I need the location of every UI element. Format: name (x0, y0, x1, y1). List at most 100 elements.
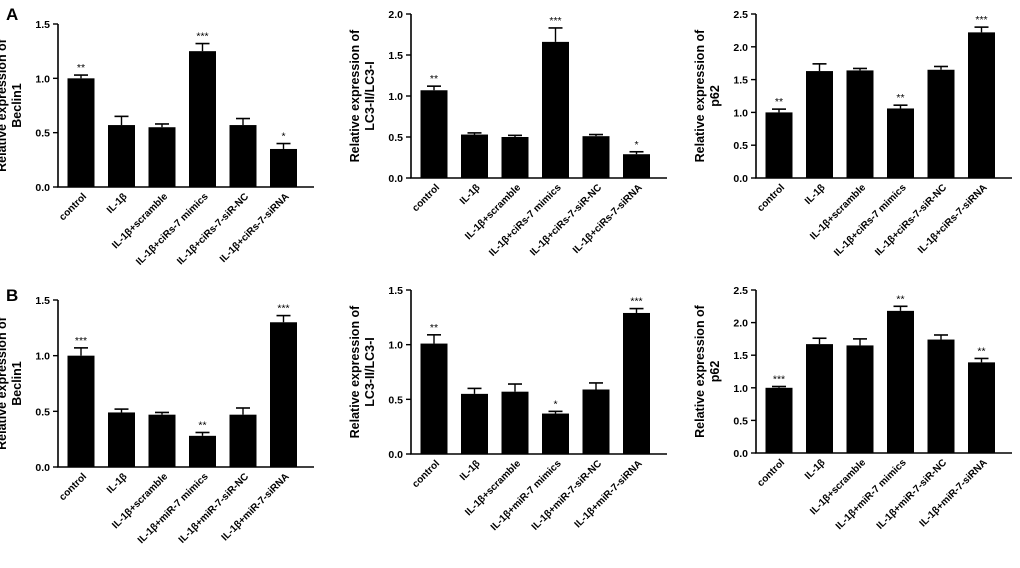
bar (67, 355, 95, 467)
category-label: control (755, 182, 787, 214)
significance-marker: ** (896, 293, 904, 305)
category-label: IL-1β+miR-7 mimics (489, 458, 564, 533)
y-axis-label-line: p62 (708, 85, 722, 107)
category-label: IL-1β (458, 182, 483, 207)
category-label: IL-1β (105, 191, 130, 216)
bar (189, 435, 216, 467)
significance-marker: ** (775, 96, 783, 108)
category-label: control (755, 457, 787, 489)
y-tick-label: 2.0 (388, 9, 403, 21)
significance-marker: ** (896, 92, 904, 104)
y-axis-label-line: Relative expression of (348, 305, 362, 439)
y-axis-label-line: Relative expression of (693, 29, 707, 163)
y-axis-label: Relative expression ofBeclin1 (0, 38, 24, 172)
category-label: IL-1β+ciRs-7-siRNA (571, 182, 645, 256)
bar (542, 41, 569, 178)
bar (887, 108, 914, 178)
bar (542, 413, 569, 454)
y-axis-label: Relative expression ofLC3-II/LC3-I (348, 29, 377, 163)
bar (420, 343, 448, 454)
bar (887, 310, 914, 453)
bar-chart: 0.0 0.5 1.0 1.5 2.0 Relative expression ofLC3… (348, 9, 667, 259)
significance-marker: *** (277, 303, 289, 315)
category-label: IL-1β+miR-7-siRNA (220, 471, 292, 543)
y-axis-label: Relative expression ofLC3-II/LC3-I (348, 305, 377, 439)
y-axis-label: Relative expression ofBeclin1 (0, 316, 24, 450)
y-axis-label-line: Relative expression of (0, 38, 9, 172)
significance-marker: ** (430, 73, 438, 85)
y-tick-label: 1.0 (733, 383, 748, 395)
category-label: IL-1β+miR-7 mimics (834, 457, 909, 532)
bar (189, 51, 216, 187)
category-label: IL-1β+ciRs-7-siR-NC (175, 191, 251, 267)
y-tick-label: 0.0 (733, 448, 748, 460)
significance-marker: *** (196, 31, 208, 43)
y-tick-label: 0.5 (35, 406, 50, 418)
significance-marker: *** (75, 335, 87, 347)
y-tick-label: 0.0 (388, 173, 403, 185)
category-label: control (57, 191, 89, 223)
bar (501, 137, 529, 178)
category-label: IL-1β+ciRs-7-siR-NC (528, 182, 604, 258)
y-axis-label-line: Relative expression of (0, 316, 9, 450)
y-tick-label: 1.0 (35, 73, 50, 85)
bar-chart: 0.0 0.5 1.0 1.5 Relative expression ofBeclin… (0, 19, 314, 268)
y-tick-label: 0.5 (388, 394, 403, 406)
bar (461, 393, 488, 454)
category-label: IL-1β+ciRs-7-siRNA (218, 191, 292, 265)
bar (623, 312, 650, 454)
y-tick-label: 1.5 (733, 350, 748, 362)
y-tick-label: 1.0 (388, 340, 403, 352)
bar (846, 345, 874, 453)
bar (806, 344, 833, 453)
category-label: IL-1β (803, 457, 828, 482)
significance-marker: ** (977, 345, 985, 357)
y-tick-label: 1.5 (388, 285, 403, 297)
category-label: IL-1β (458, 458, 483, 483)
significance-marker: ** (198, 419, 206, 431)
y-tick-label: 0.0 (388, 449, 403, 461)
bar (765, 112, 793, 178)
y-tick-label: 1.0 (388, 91, 403, 103)
bar (270, 148, 297, 187)
y-axis-label-line: p62 (708, 361, 722, 383)
significance-marker: ** (430, 322, 438, 334)
significance-marker: * (281, 131, 285, 143)
category-label: IL-1β+ciRs-7 mimics (832, 182, 909, 259)
bar (270, 322, 297, 467)
category-label: control (410, 458, 442, 490)
bar-chart: 0.0 0.5 1.0 1.5 Relative expression ofLC3-II… (348, 285, 667, 533)
bar (420, 90, 448, 178)
y-tick-label: 0.5 (35, 128, 50, 140)
y-axis-label-line: Relative expression of (693, 304, 707, 438)
significance-marker: *** (975, 14, 987, 26)
bar (968, 362, 995, 453)
y-tick-label: 1.5 (35, 19, 50, 31)
bar (108, 125, 135, 187)
y-tick-label: 2.0 (733, 318, 748, 330)
panel-label-a: A (6, 5, 18, 24)
y-axis-label-line: LC3-II/LC3-I (363, 337, 377, 406)
bar (623, 154, 650, 178)
category-label: control (57, 471, 89, 503)
y-tick-label: 0.0 (35, 182, 50, 194)
bar (968, 32, 995, 179)
y-axis-label-line: Beclin1 (10, 361, 24, 406)
y-axis-label-line: Relative expression of (348, 29, 362, 163)
y-axis-label-line: Beclin1 (10, 83, 24, 128)
category-label: IL-1β+ciRs-7-siR-NC (873, 182, 949, 258)
y-tick-label: 0.0 (733, 173, 748, 185)
category-label: IL-1β (105, 471, 130, 496)
significance-marker: * (634, 139, 638, 151)
category-label: IL-1β+ciRs-7 mimics (134, 191, 211, 268)
bar (148, 414, 176, 467)
y-axis-label-line: LC3-II/LC3-I (363, 61, 377, 130)
category-label: IL-1β+miR-7-siR-NC (875, 457, 949, 531)
y-tick-label: 1.5 (733, 75, 748, 87)
bar-chart: 0.0 0.5 1.0 1.5 2.0 2.5 Relative expression of… (693, 285, 1012, 532)
bar (108, 412, 135, 467)
y-tick-label: 0.5 (733, 140, 748, 152)
panel-label-b: B (6, 286, 18, 305)
